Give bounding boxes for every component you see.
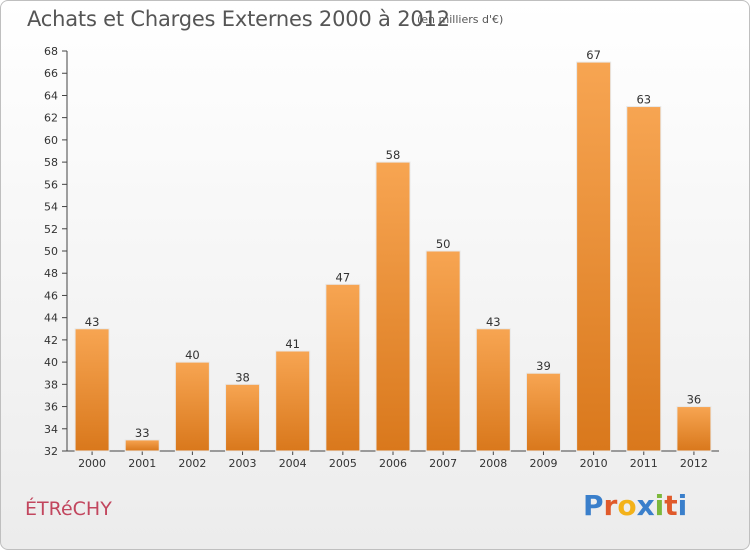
data-label: 33 (135, 426, 150, 440)
bar-series (74, 61, 712, 452)
x-tick-label: 2007 (429, 457, 457, 470)
logo-letter: x (636, 489, 655, 522)
bar (174, 361, 210, 452)
bar (676, 406, 712, 452)
x-tick-label: 2011 (630, 457, 658, 470)
y-tick-label: 50 (44, 245, 58, 258)
x-tick-label: 2005 (329, 457, 357, 470)
logo-letter: P (583, 489, 604, 522)
chart-title: Achats et Charges Externes 2000 à 2012 (27, 7, 450, 31)
y-tick-label: 54 (44, 201, 58, 214)
data-label: 63 (636, 93, 651, 107)
data-label: 38 (235, 370, 250, 384)
logo-letter: o (617, 489, 637, 522)
data-label: 41 (285, 337, 300, 351)
logo-letter: i (654, 489, 665, 522)
bar (576, 61, 612, 452)
data-label: 47 (336, 270, 351, 284)
x-tick-label: 2004 (279, 457, 307, 470)
bar (375, 161, 411, 452)
data-label: 36 (687, 393, 702, 407)
proxiti-logo[interactable]: Proxiti (583, 489, 687, 522)
bar (275, 350, 311, 452)
data-label: 39 (536, 359, 551, 373)
y-tick-label: 62 (44, 112, 58, 125)
x-tick-label: 2009 (529, 457, 557, 470)
y-tick-label: 32 (44, 445, 58, 458)
y-tick-label: 56 (44, 178, 58, 191)
bar (225, 383, 261, 452)
x-tick-label: 2002 (178, 457, 206, 470)
y-tick-label: 68 (44, 45, 58, 58)
data-label: 43 (486, 315, 501, 329)
y-tick-label: 34 (44, 423, 58, 436)
data-label: 50 (436, 237, 451, 251)
logo-letter: i (677, 489, 688, 522)
logo-letter: r (603, 489, 618, 522)
y-tick-label: 64 (44, 89, 58, 102)
y-tick-label: 40 (44, 356, 58, 369)
x-tick-label: 2003 (229, 457, 257, 470)
x-tick-label: 2012 (680, 457, 708, 470)
y-tick-label: 60 (44, 134, 58, 147)
y-tick-label: 52 (44, 223, 58, 236)
chart-subtitle: (en milliers d'€) (417, 13, 504, 26)
data-label: 40 (185, 348, 200, 362)
y-tick-label: 44 (44, 312, 58, 325)
bar (626, 106, 662, 452)
y-tick-label: 48 (44, 267, 58, 280)
data-labels: 43 33 40 38 41 47 58 50 43 39 67 63 36 (85, 48, 701, 440)
x-tick-label: 2010 (580, 457, 608, 470)
logo-letter: t (664, 489, 678, 522)
data-label: 43 (85, 315, 100, 329)
commune-name: ÉTRéCHY (25, 498, 112, 520)
bar (525, 372, 561, 452)
bar (425, 250, 461, 452)
y-tick-label: 42 (44, 334, 58, 347)
bar (124, 439, 160, 452)
x-tick-label: 2006 (379, 457, 407, 470)
bar (325, 283, 361, 452)
y-tick-label: 58 (44, 156, 58, 169)
y-tick-label: 36 (44, 401, 58, 414)
x-tick-label: 2001 (128, 457, 156, 470)
data-label: 58 (386, 148, 401, 162)
chart-axes: 32 34 36 38 40 42 44 46 48 50 52 54 56 58 60 62 64 66 68 20… (44, 45, 719, 470)
y-tick-label: 46 (44, 289, 58, 302)
x-tick-label: 2000 (78, 457, 106, 470)
bar (475, 328, 511, 452)
y-tick-label: 66 (44, 67, 58, 80)
data-label: 67 (586, 48, 601, 62)
bar (74, 328, 110, 452)
y-tick-label: 38 (44, 378, 58, 391)
x-tick-label: 2008 (479, 457, 507, 470)
